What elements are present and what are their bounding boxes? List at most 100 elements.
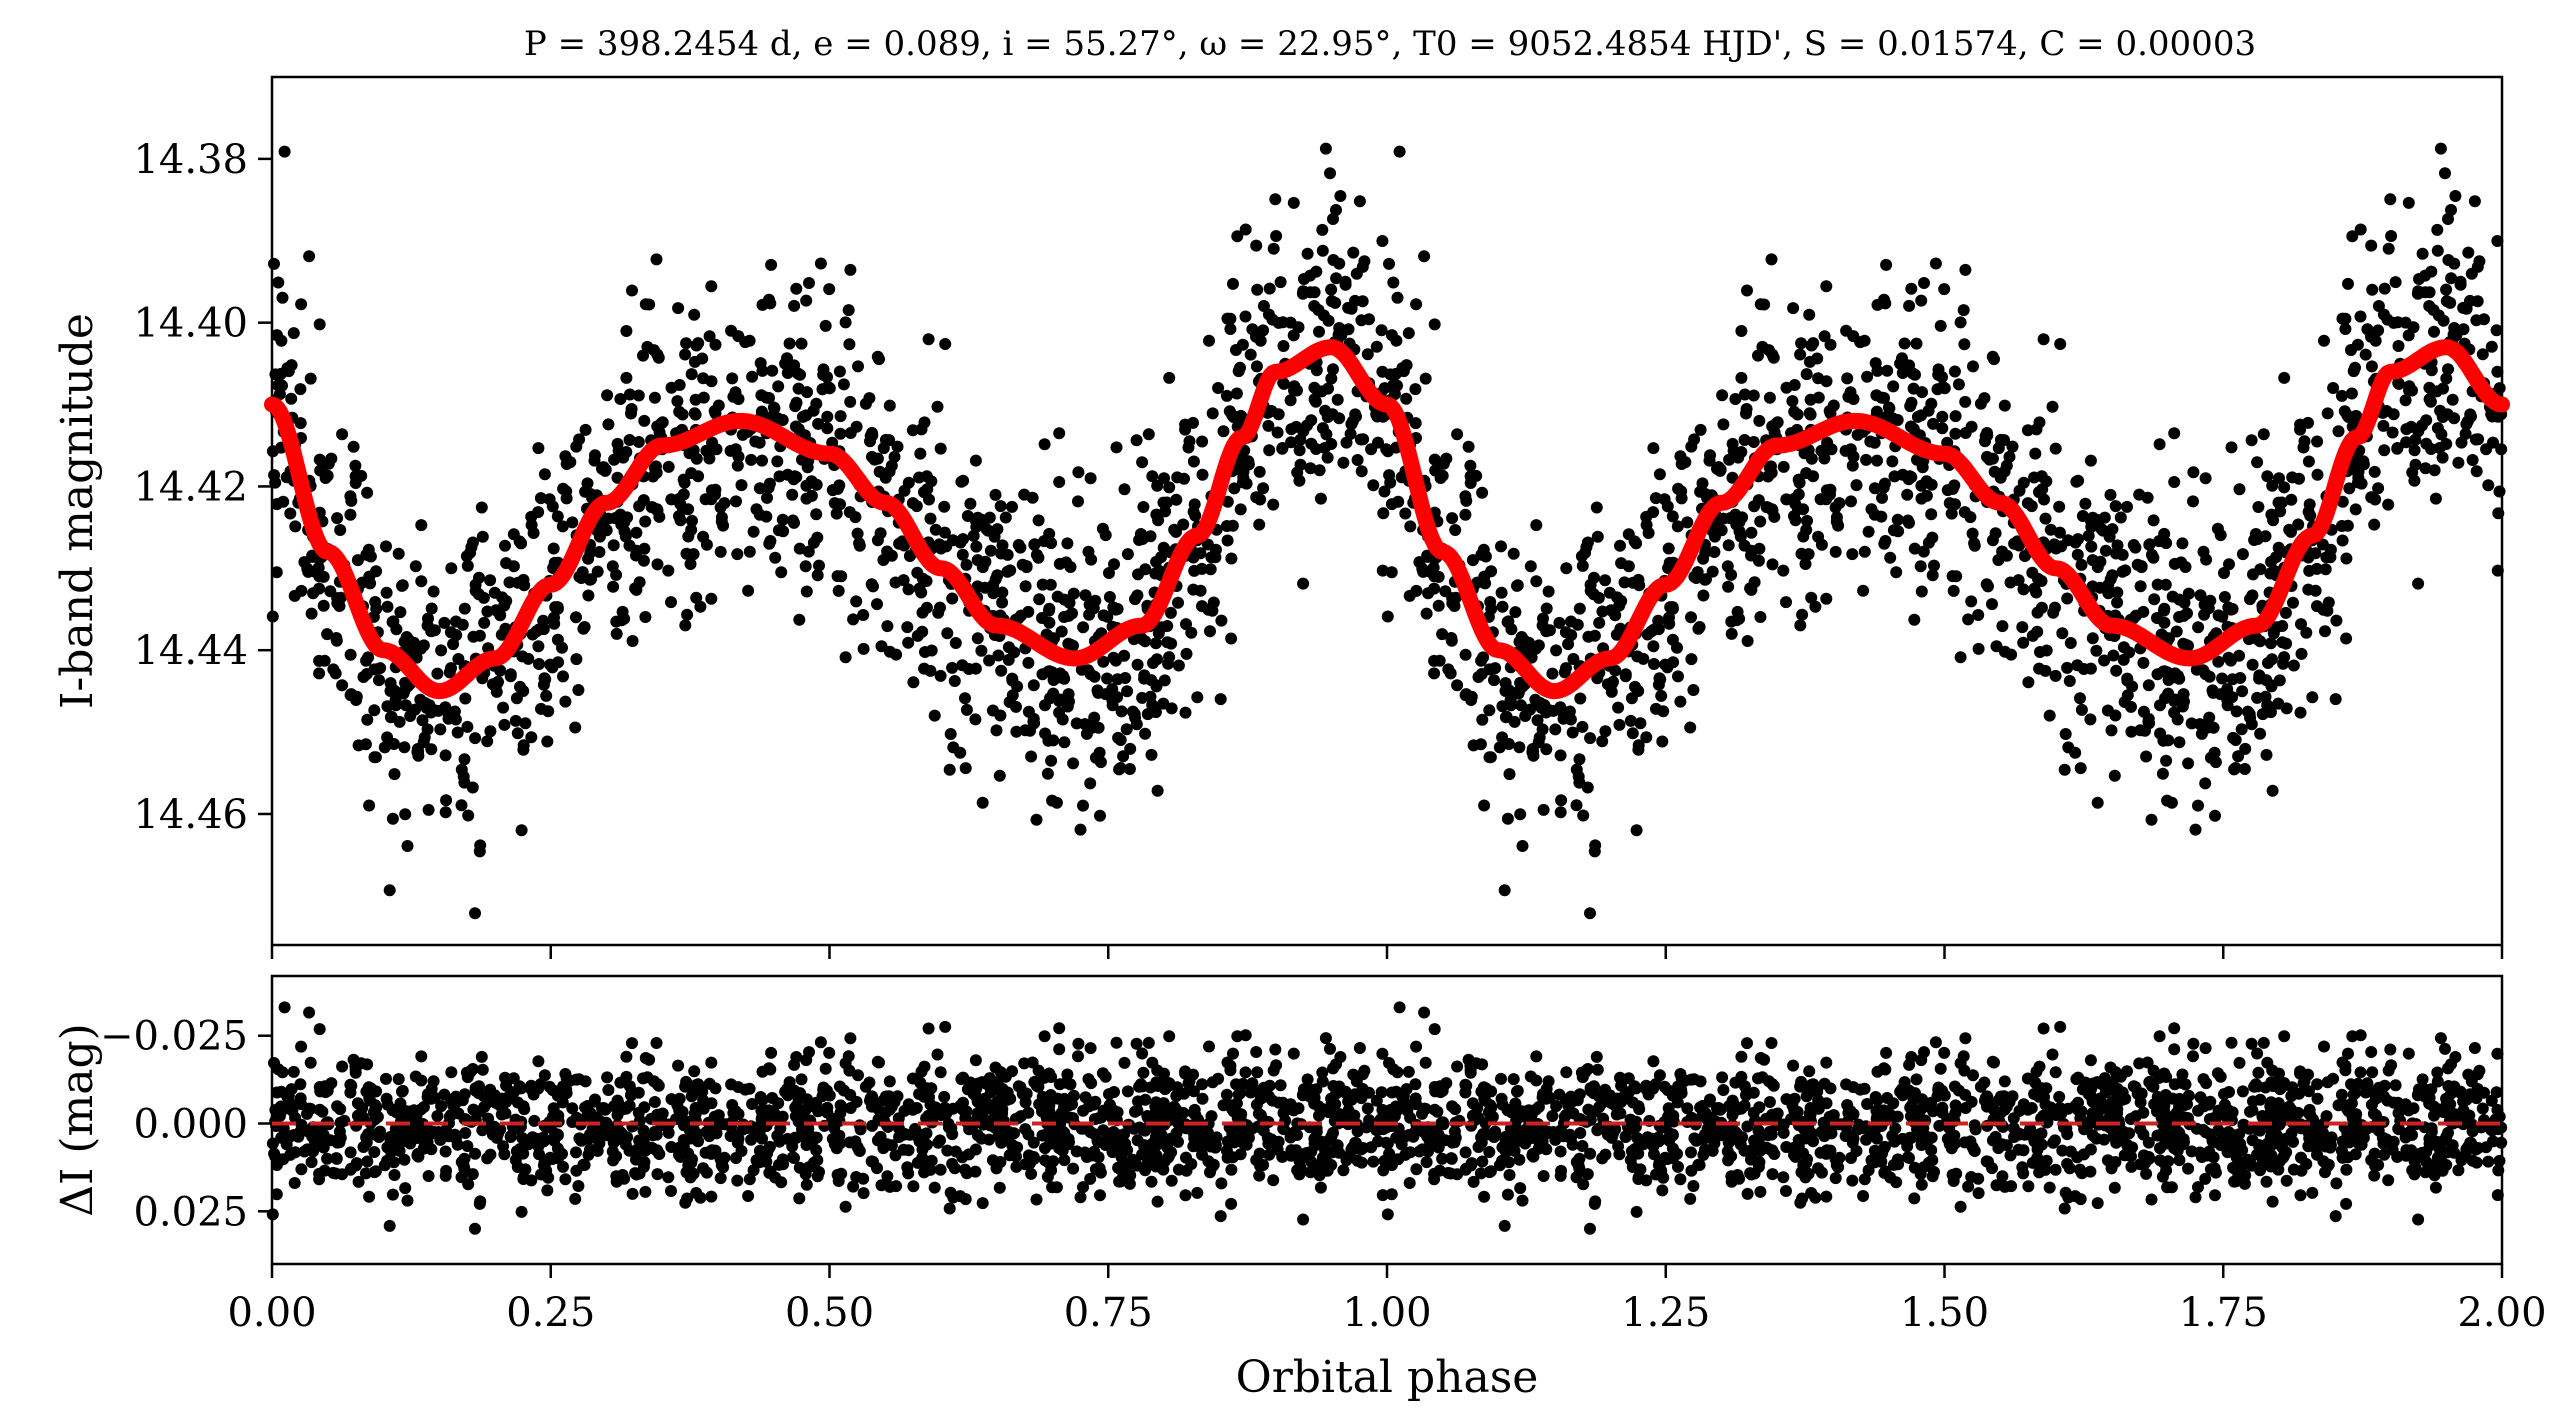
data-point bbox=[1925, 397, 1938, 410]
data-point bbox=[834, 427, 847, 440]
data-point bbox=[1124, 742, 1137, 755]
data-point bbox=[1278, 377, 1290, 390]
data-point bbox=[1846, 459, 1859, 472]
residual-point bbox=[883, 1075, 896, 1088]
data-point bbox=[1084, 777, 1097, 790]
data-point bbox=[1262, 419, 1275, 432]
data-point bbox=[1459, 508, 1472, 521]
residual-point bbox=[435, 1100, 448, 1113]
residual-point bbox=[1077, 1181, 1089, 1194]
data-point bbox=[2273, 674, 2286, 687]
data-point bbox=[2436, 411, 2449, 423]
residual-point bbox=[637, 1124, 650, 1137]
data-point bbox=[762, 481, 775, 494]
data-point bbox=[837, 378, 850, 391]
data-point bbox=[1662, 542, 1675, 555]
data-point bbox=[313, 667, 326, 680]
residual-point bbox=[1196, 1078, 1209, 1091]
data-point bbox=[1703, 454, 1716, 467]
data-point bbox=[1887, 524, 1900, 537]
data-point bbox=[1253, 518, 1266, 531]
residual-point bbox=[934, 1134, 946, 1147]
data-point bbox=[1530, 575, 1543, 588]
data-point bbox=[1896, 367, 1909, 379]
residual-point bbox=[719, 1118, 732, 1131]
data-point bbox=[2319, 563, 2332, 576]
data-point bbox=[1485, 602, 1498, 615]
residual-point bbox=[1502, 1156, 1515, 1169]
data-point bbox=[1391, 291, 1404, 304]
data-point bbox=[1615, 557, 1628, 570]
data-point bbox=[2059, 728, 2072, 740]
data-point bbox=[1800, 523, 1813, 536]
data-point bbox=[1172, 659, 1185, 672]
data-point bbox=[1039, 727, 1052, 740]
data-point bbox=[1555, 794, 1568, 807]
data-point bbox=[1155, 621, 1168, 634]
data-point bbox=[2147, 514, 2160, 527]
data-point bbox=[2054, 338, 2067, 350]
residual-point bbox=[415, 1074, 428, 1087]
top-data-points bbox=[266, 142, 2508, 920]
residual-point bbox=[689, 1102, 702, 1114]
data-point bbox=[764, 297, 777, 310]
data-point bbox=[1789, 514, 1802, 527]
data-point bbox=[1172, 596, 1184, 609]
data-point bbox=[1112, 731, 1125, 744]
data-point bbox=[1291, 384, 1303, 397]
data-point bbox=[1077, 621, 1090, 634]
residual-point bbox=[442, 1130, 455, 1143]
data-point bbox=[633, 500, 646, 513]
data-point bbox=[304, 372, 317, 385]
data-point bbox=[807, 536, 820, 549]
residual-point bbox=[532, 1055, 545, 1068]
data-point bbox=[1056, 713, 1069, 726]
data-point bbox=[1502, 738, 1515, 750]
residual-point bbox=[1130, 1037, 1143, 1050]
data-point bbox=[1118, 483, 1131, 496]
data-point bbox=[1185, 626, 1198, 639]
residual-point bbox=[2412, 1213, 2425, 1226]
data-point bbox=[2159, 692, 2171, 705]
residual-point bbox=[651, 1168, 664, 1181]
data-point bbox=[993, 769, 1006, 782]
residual-point bbox=[1278, 1123, 1290, 1136]
residual-point bbox=[1131, 1104, 1144, 1117]
data-point bbox=[1337, 456, 1350, 469]
residual-point bbox=[1959, 1102, 1972, 1114]
data-point bbox=[851, 527, 864, 540]
data-point bbox=[473, 571, 485, 584]
residual-point bbox=[490, 1096, 502, 1109]
data-point bbox=[991, 523, 1004, 536]
data-point bbox=[1860, 453, 1873, 466]
data-point bbox=[498, 718, 511, 731]
residual-point bbox=[1097, 1124, 1110, 1137]
residual-point bbox=[615, 1127, 628, 1140]
data-point bbox=[1711, 462, 1723, 475]
residual-point bbox=[1027, 1152, 1040, 1165]
data-point bbox=[327, 663, 340, 676]
data-point bbox=[1347, 246, 1360, 259]
data-point bbox=[1898, 337, 1911, 350]
data-point bbox=[1131, 589, 1144, 602]
data-point bbox=[1060, 556, 1073, 569]
data-point bbox=[2343, 482, 2356, 495]
residual-point bbox=[755, 1104, 768, 1117]
data-point bbox=[620, 371, 633, 384]
residual-point bbox=[1324, 1042, 1336, 1055]
data-point bbox=[811, 569, 824, 582]
residual-point bbox=[626, 1187, 639, 1200]
data-point bbox=[976, 561, 989, 574]
data-point bbox=[467, 630, 480, 643]
data-point bbox=[1708, 546, 1721, 558]
residual-point bbox=[681, 1192, 694, 1205]
data-point bbox=[2176, 700, 2189, 713]
data-point bbox=[1591, 672, 1604, 685]
data-point bbox=[2223, 558, 2235, 571]
data-point bbox=[324, 585, 337, 598]
data-point bbox=[2311, 600, 2323, 613]
data-point bbox=[906, 424, 919, 437]
data-point bbox=[1285, 436, 1298, 449]
data-point bbox=[1788, 379, 1801, 391]
